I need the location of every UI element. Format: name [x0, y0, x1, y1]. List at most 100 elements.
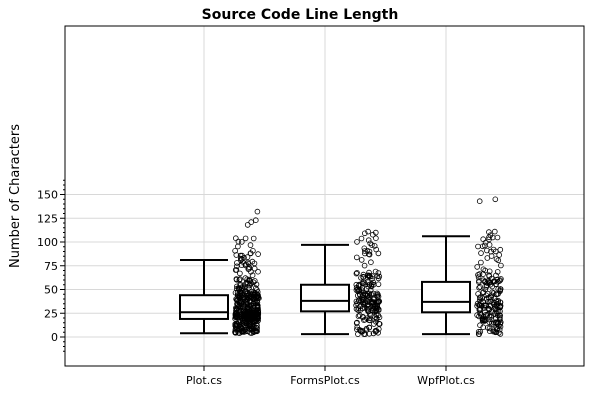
- data-point: [353, 254, 360, 261]
- data-point: [490, 278, 497, 285]
- data-point: [253, 281, 260, 288]
- data-point: [250, 329, 257, 336]
- data-point: [354, 239, 360, 245]
- data-point: [249, 272, 256, 279]
- data-point: [370, 281, 377, 288]
- data-point: [252, 314, 258, 321]
- data-point: [484, 247, 490, 254]
- data-point: [250, 325, 257, 332]
- data-point: [475, 291, 481, 297]
- data-point: [477, 284, 483, 290]
- data-point: [376, 321, 383, 327]
- data-point: [372, 314, 378, 320]
- data-point: [254, 208, 261, 215]
- data-point: [496, 252, 503, 258]
- data-point: [372, 268, 379, 275]
- data-point: [367, 317, 373, 324]
- data-point: [487, 298, 494, 305]
- data-point: [365, 228, 371, 235]
- data-point: [492, 196, 499, 203]
- data-point: [476, 198, 483, 205]
- data-point: [495, 291, 501, 297]
- data-point: [243, 314, 250, 320]
- data-point: [234, 260, 240, 266]
- data-point: [233, 235, 239, 242]
- points-wpfplot-cs: [474, 196, 504, 337]
- data-point: [361, 248, 368, 254]
- data-point: [480, 271, 486, 277]
- data-point: [367, 315, 373, 322]
- data-point: [486, 313, 493, 320]
- data-point: [250, 235, 257, 242]
- box-wpfplot-cs: [421, 235, 471, 336]
- data-point: [476, 284, 482, 291]
- data-point: [474, 312, 480, 318]
- x-category-label: WpfPlot.cs: [417, 374, 475, 387]
- data-point: [476, 331, 483, 337]
- data-point: [358, 235, 365, 242]
- chart-title: Source Code Line Length: [202, 7, 399, 23]
- data-point: [251, 304, 257, 311]
- data-point: [251, 265, 258, 272]
- data-point: [353, 306, 360, 312]
- data-point: [494, 320, 501, 327]
- data-point: [354, 269, 360, 276]
- data-point: [239, 259, 246, 265]
- data-point: [494, 234, 501, 241]
- data-point: [251, 260, 258, 267]
- data-point: [365, 273, 372, 280]
- data-point: [239, 239, 245, 245]
- data-point: [486, 234, 492, 241]
- data-point: [252, 311, 258, 318]
- data-point: [254, 289, 261, 295]
- data-point: [363, 325, 370, 332]
- data-point: [239, 317, 246, 324]
- data-point: [251, 315, 257, 322]
- data-point: [233, 276, 240, 282]
- data-point: [481, 302, 487, 309]
- data-point: [479, 243, 486, 250]
- box-plot-cs: [179, 259, 229, 335]
- data-point: [354, 292, 361, 299]
- box-iqr: [300, 283, 350, 313]
- y-tick-label: 125: [37, 212, 58, 225]
- data-point: [489, 234, 496, 241]
- data-point: [358, 274, 364, 281]
- data-point: [375, 281, 382, 288]
- data-point: [479, 315, 486, 322]
- data-point: [375, 299, 382, 306]
- data-point: [475, 328, 482, 335]
- data-point: [488, 308, 495, 315]
- data-series: [179, 196, 504, 337]
- data-point: [356, 312, 363, 319]
- data-point: [236, 298, 242, 304]
- data-point: [479, 295, 486, 302]
- points-plot-cs: [232, 208, 262, 337]
- data-point: [252, 278, 258, 284]
- data-point: [371, 243, 378, 249]
- data-point: [475, 243, 481, 250]
- data-point: [361, 331, 367, 337]
- data-point: [244, 254, 251, 260]
- data-point: [477, 302, 483, 309]
- data-point: [485, 277, 492, 284]
- data-point: [483, 295, 490, 302]
- box-formsplot-cs: [300, 243, 350, 336]
- data-point: [357, 303, 364, 310]
- data-point: [366, 290, 373, 297]
- data-point: [373, 246, 380, 253]
- data-point: [480, 236, 487, 243]
- data-point: [477, 310, 483, 317]
- data-point: [254, 322, 260, 329]
- data-point: [366, 324, 373, 331]
- data-point: [481, 305, 488, 311]
- data-point: [371, 321, 377, 327]
- y-tick-label: 75: [44, 260, 58, 273]
- data-point: [374, 290, 380, 297]
- data-point: [480, 298, 486, 305]
- data-point: [374, 305, 381, 312]
- data-point: [495, 297, 502, 304]
- data-point: [236, 330, 243, 337]
- data-point: [373, 328, 380, 334]
- data-point: [363, 291, 369, 298]
